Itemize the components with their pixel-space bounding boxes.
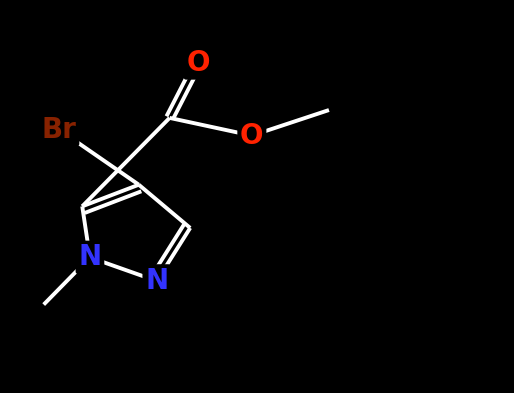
Text: N: N: [145, 267, 168, 295]
Text: O: O: [240, 121, 264, 150]
Text: N: N: [79, 243, 101, 272]
Text: O: O: [186, 49, 210, 77]
Text: Br: Br: [42, 116, 77, 144]
